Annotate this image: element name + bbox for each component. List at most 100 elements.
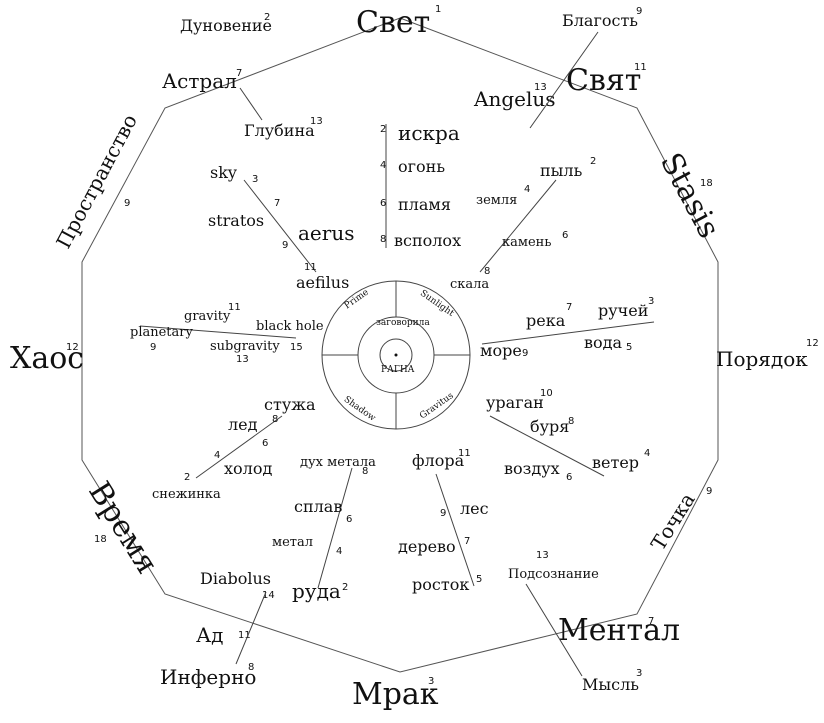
label-mysl: Мысль xyxy=(582,675,639,694)
water-4: ручей xyxy=(598,301,648,320)
num-svet: 1 xyxy=(435,4,441,15)
earth-4: скала xyxy=(450,277,489,292)
grav-4: black hole xyxy=(256,319,324,334)
fire-3-n: 6 xyxy=(380,198,386,209)
num-dunovenie: 2 xyxy=(264,12,270,23)
earth-2: земля xyxy=(476,193,517,208)
storm-axis xyxy=(489,415,605,477)
metal-1: дух метала xyxy=(300,455,376,470)
label-mrak: Мрак xyxy=(352,677,439,712)
num-svyat: 11 xyxy=(634,62,647,73)
cold-axis xyxy=(195,415,283,479)
label-tochka: Точка xyxy=(646,488,700,554)
earth-2-n: 4 xyxy=(524,184,530,195)
num-astral: 7 xyxy=(236,68,242,79)
label-dunovenie: Дуновение xyxy=(180,16,272,35)
num-blagost: 9 xyxy=(636,6,642,17)
fire-3: пламя xyxy=(398,195,451,214)
earth-3: камень xyxy=(502,235,551,250)
center-disk xyxy=(321,280,471,430)
label-prostranstvo: Пространство xyxy=(51,110,142,252)
num-angelus: 13 xyxy=(534,82,547,93)
water-2: река xyxy=(526,311,566,330)
cold-1-n: 8 xyxy=(272,414,278,425)
earth-3-n: 6 xyxy=(562,230,568,241)
grav-2: gravity xyxy=(184,309,231,324)
water-3: вода xyxy=(584,333,622,352)
num-vremya: 18 xyxy=(94,534,107,545)
metal-4-n: 2 xyxy=(342,582,348,593)
num-haos: 12 xyxy=(66,342,79,353)
flora-3-n: 7 xyxy=(464,536,470,547)
label-poryadok: Порядок xyxy=(716,347,808,371)
air-2-n: 7 xyxy=(274,198,280,209)
cold-4: снежинка xyxy=(152,487,221,502)
air-1-n: 3 xyxy=(252,174,258,185)
storm-2: буря xyxy=(530,417,569,436)
grav-2-n: 11 xyxy=(228,302,241,313)
num-inferno: 8 xyxy=(248,662,254,673)
storm-4-n: 4 xyxy=(644,448,650,459)
label-svyat: Свят xyxy=(566,63,641,98)
grav-3-n: 13 xyxy=(236,354,249,365)
num-podsoznanie: 13 xyxy=(536,550,549,561)
water-3-n: 5 xyxy=(626,342,632,353)
storm-1-n: 10 xyxy=(540,388,553,399)
water-4-n: 3 xyxy=(648,296,654,307)
num-ad: 11 xyxy=(238,630,251,641)
cold-3: холод xyxy=(224,459,272,478)
label-stasis: Stasis xyxy=(653,147,727,244)
center-core-label: РАГНА xyxy=(381,365,415,375)
outer-frame xyxy=(81,17,719,673)
water-2-n: 7 xyxy=(566,302,572,313)
air-4: aefilus xyxy=(296,273,349,292)
air-2: stratos xyxy=(208,211,264,230)
cold-4-n: 2 xyxy=(184,472,190,483)
fire-1: искра xyxy=(398,121,460,145)
storm-4: ветер xyxy=(592,453,639,472)
center-ring-label: заговорила xyxy=(376,318,430,328)
fire-1-n: 2 xyxy=(380,124,386,135)
grav-1: planetary xyxy=(130,325,193,340)
label-svet: Свет xyxy=(356,5,430,40)
label-astral: Астрал xyxy=(162,69,237,93)
earth-4-n: 8 xyxy=(484,266,490,277)
metal-3: метал xyxy=(272,535,313,550)
cold-2-n: 6 xyxy=(262,438,268,449)
earth-1: пыль xyxy=(540,161,583,180)
water-1-n: 9 xyxy=(522,348,528,359)
num-mental: 7 xyxy=(648,616,654,627)
fire-4-n: 8 xyxy=(380,234,386,245)
flora-axis xyxy=(435,473,475,587)
storm-3: воздух xyxy=(504,459,560,478)
num-tochka: 9 xyxy=(706,486,712,497)
earth-axis xyxy=(479,179,557,273)
metal-2: сплав xyxy=(294,497,342,516)
metal-axis xyxy=(317,467,353,589)
flora-2: лес xyxy=(460,499,489,518)
arrow-astral-glubina xyxy=(239,87,263,121)
cold-2: лед xyxy=(228,415,258,434)
label-podsoznanie: Подсознание xyxy=(508,567,599,582)
grav-3: subgravity xyxy=(210,339,280,354)
num-diabolus: 14 xyxy=(262,590,275,601)
label-mental: Ментал xyxy=(558,613,680,648)
label-angelus: Angelus xyxy=(473,87,556,111)
air-3-n: 9 xyxy=(282,240,288,251)
flora-2-n: 9 xyxy=(440,508,446,519)
flora-3: дерево xyxy=(398,537,456,556)
grav-4-n: 15 xyxy=(290,342,303,353)
fire-2-n: 4 xyxy=(380,160,386,171)
storm-2-n: 8 xyxy=(568,416,574,427)
water-1: море xyxy=(480,341,522,360)
num-prostranstvo: 9 xyxy=(124,198,130,209)
air-4-n: 11 xyxy=(304,262,317,273)
metal-2-n: 6 xyxy=(346,514,352,525)
metal-4: руда xyxy=(292,579,341,603)
label-inferno: Инферно xyxy=(160,665,256,689)
num-mysl: 3 xyxy=(636,668,642,679)
gravity-axis xyxy=(139,325,297,339)
num-stasis: 18 xyxy=(700,178,713,189)
